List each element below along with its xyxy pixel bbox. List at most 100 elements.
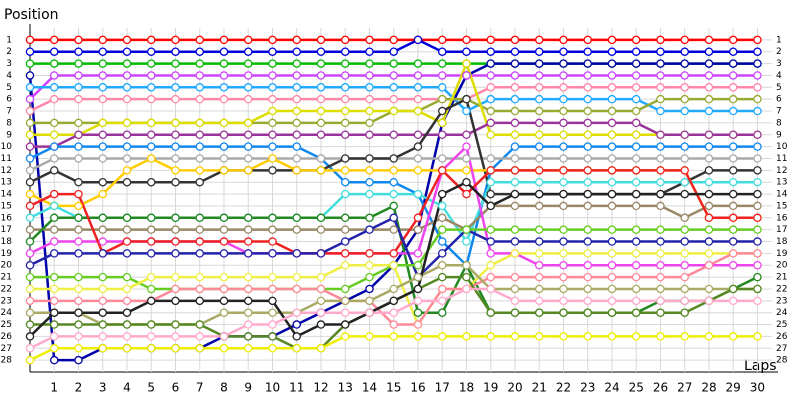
- data-point: [559, 130, 568, 140]
- data-point: [195, 320, 204, 329]
- data-point: [631, 71, 641, 80]
- data-point: [389, 83, 398, 92]
- data-point: [607, 71, 617, 80]
- data-point: [413, 35, 423, 45]
- data-point: [728, 94, 738, 104]
- data-point: [268, 332, 277, 341]
- data-point: [607, 237, 617, 246]
- data-point: [704, 106, 714, 116]
- data-point: [534, 225, 544, 234]
- data-point: [268, 296, 277, 306]
- data-point: [437, 166, 447, 175]
- x-tick-label: 26: [653, 381, 668, 395]
- data-point: [316, 47, 326, 56]
- data-point: [534, 59, 544, 68]
- data-point: [534, 94, 544, 104]
- data-point: [365, 177, 374, 187]
- y-tick-label: 15: [1, 201, 12, 211]
- data-point: [607, 94, 617, 104]
- data-point: [704, 47, 714, 56]
- x-tick-label: 27: [677, 381, 692, 395]
- data-point: [704, 177, 714, 187]
- data-point: [680, 189, 689, 199]
- data-point: [631, 225, 641, 234]
- data-point: [74, 237, 83, 246]
- data-point: [316, 344, 326, 353]
- data-point: [243, 332, 253, 341]
- data-point: [243, 118, 253, 128]
- data-point: [680, 35, 689, 45]
- data-point: [704, 94, 714, 104]
- data-point: [389, 130, 398, 140]
- data-point: [243, 237, 253, 246]
- data-point: [631, 201, 641, 211]
- data-point: [413, 83, 423, 92]
- data-point: [389, 166, 398, 175]
- data-point: [753, 94, 762, 104]
- data-point: [25, 166, 35, 175]
- data-point: [510, 118, 520, 128]
- data-point: [583, 249, 592, 258]
- y-tick-label: 8: [6, 118, 12, 128]
- data-point: [510, 35, 520, 45]
- data-point: [607, 35, 617, 45]
- data-point: [486, 59, 495, 68]
- data-point: [340, 213, 350, 223]
- data-point: [437, 272, 447, 282]
- data-point: [607, 130, 617, 140]
- data-point: [49, 272, 59, 282]
- data-point: [316, 166, 326, 175]
- data-point: [704, 332, 714, 341]
- y-tick-label: 14: [1, 190, 13, 200]
- data-point: [243, 284, 253, 294]
- data-point: [146, 225, 156, 234]
- y-tick-label-right: 19: [776, 249, 788, 259]
- y-tick-label-right: 10: [776, 142, 788, 152]
- data-point: [98, 59, 107, 68]
- data-point: [25, 249, 35, 258]
- data-point: [534, 296, 544, 306]
- data-point: [753, 130, 762, 140]
- data-point: [389, 284, 398, 294]
- data-point: [243, 320, 253, 329]
- data-point: [462, 284, 471, 294]
- data-point: [195, 83, 204, 92]
- data-point: [753, 142, 762, 151]
- data-point: [680, 83, 689, 92]
- data-point: [631, 142, 641, 151]
- data-point: [486, 130, 495, 140]
- data-point: [195, 118, 204, 128]
- data-point: [486, 177, 495, 187]
- data-point: [74, 71, 83, 80]
- data-point: [365, 35, 374, 45]
- data-point: [389, 59, 398, 68]
- data-point: [583, 130, 592, 140]
- data-point: [243, 213, 253, 223]
- data-point: [243, 59, 253, 68]
- data-point: [146, 249, 156, 258]
- data-point: [437, 35, 447, 45]
- data-point: [268, 130, 277, 140]
- x-tick-label: 22: [556, 381, 571, 395]
- data-point: [607, 47, 617, 56]
- data-point: [365, 189, 374, 199]
- data-point: [631, 249, 641, 258]
- data-point: [704, 59, 714, 68]
- data-point: [510, 201, 520, 211]
- data-point: [753, 177, 762, 187]
- data-point: [146, 35, 156, 45]
- data-point: [583, 237, 592, 246]
- data-point: [607, 177, 617, 187]
- data-point: [583, 201, 592, 211]
- data-point: [728, 225, 738, 234]
- data-point: [631, 154, 641, 163]
- data-point: [534, 260, 544, 270]
- data-point: [413, 166, 423, 175]
- data-point: [656, 166, 665, 175]
- data-point: [510, 249, 520, 258]
- data-point: [171, 177, 180, 187]
- data-point: [74, 355, 83, 365]
- data-point: [365, 94, 374, 104]
- data-point: [680, 237, 689, 246]
- data-point: [171, 142, 180, 151]
